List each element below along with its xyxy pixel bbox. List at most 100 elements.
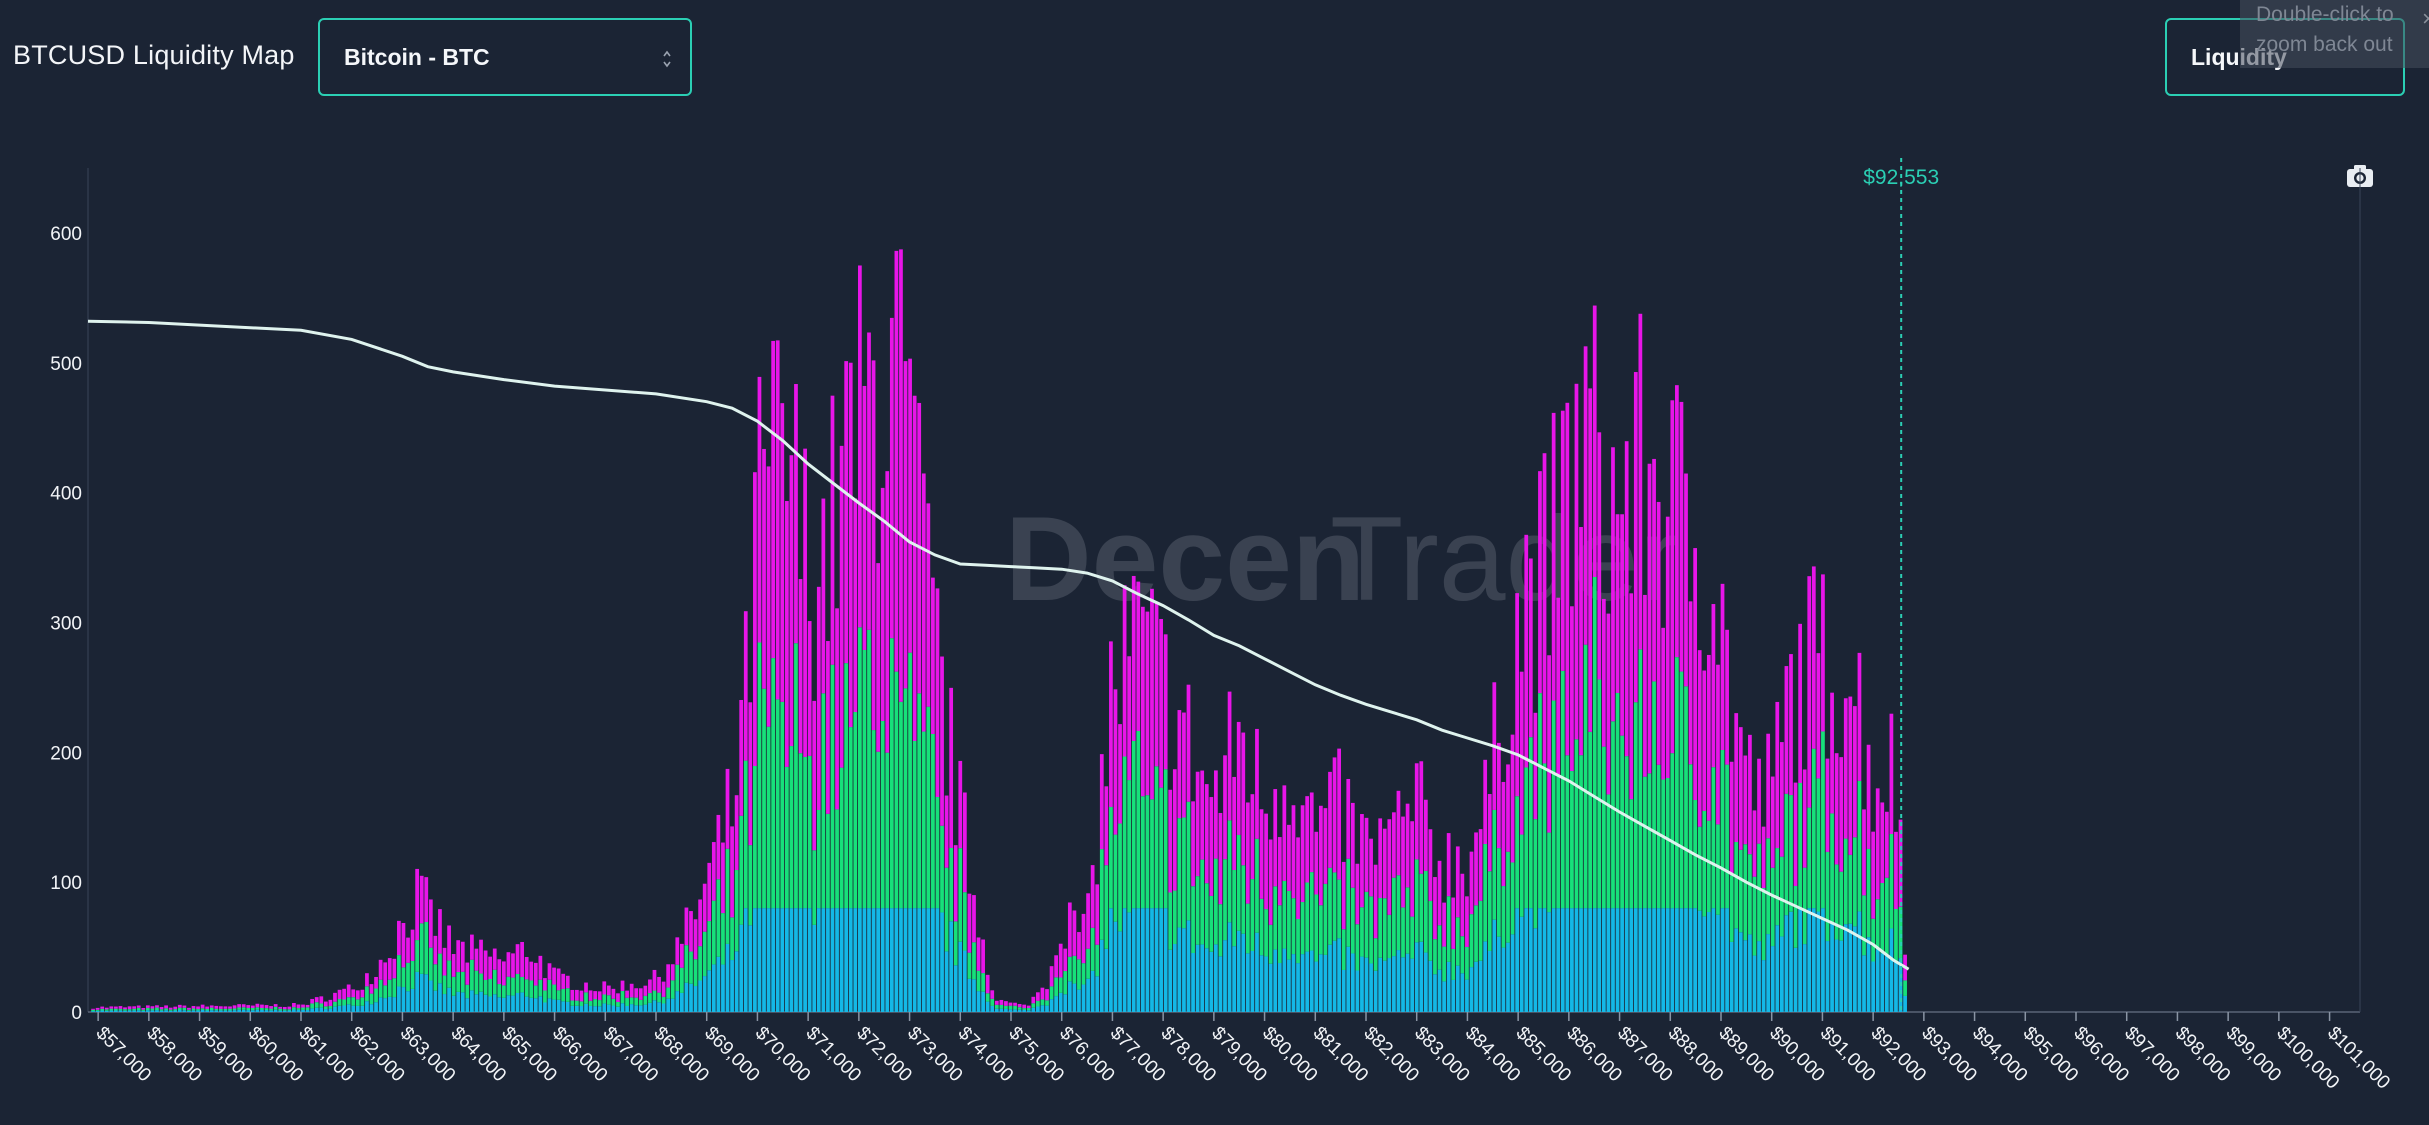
bar-magenta bbox=[355, 990, 360, 1000]
x-tick-label: $77,000 bbox=[1106, 1023, 1169, 1086]
bar-cyan bbox=[219, 1010, 223, 1012]
bar-magenta bbox=[1022, 1004, 1027, 1009]
bar-green bbox=[374, 988, 378, 1003]
bar-magenta bbox=[1236, 721, 1241, 835]
bar-magenta bbox=[1122, 585, 1127, 757]
bar-magenta bbox=[1528, 558, 1533, 738]
close-icon[interactable]: × bbox=[2422, 6, 2429, 31]
bar-cyan bbox=[264, 1010, 269, 1012]
x-tick-label: $66,000 bbox=[548, 1023, 611, 1086]
bar-magenta bbox=[1026, 1005, 1031, 1008]
bar-green bbox=[319, 1003, 324, 1008]
bar-magenta bbox=[1364, 817, 1369, 892]
bar-cyan bbox=[150, 1010, 155, 1012]
bar-cyan bbox=[392, 997, 397, 1012]
bar-green bbox=[1177, 818, 1182, 928]
bar-magenta bbox=[1565, 402, 1570, 756]
bar-green bbox=[1547, 832, 1551, 913]
bar-cyan bbox=[711, 964, 716, 1012]
bar-magenta bbox=[967, 893, 972, 953]
bar-cyan bbox=[1460, 973, 1465, 1012]
bar-green bbox=[1853, 837, 1857, 927]
bar-cyan bbox=[666, 998, 671, 1012]
bar-cyan bbox=[1752, 955, 1757, 1012]
bar-cyan bbox=[1168, 949, 1173, 1012]
bar-green bbox=[529, 980, 534, 998]
bar-cyan bbox=[693, 986, 698, 1012]
bar-green bbox=[1460, 936, 1465, 974]
bar-cyan bbox=[214, 1010, 219, 1012]
bar-magenta bbox=[1474, 832, 1478, 906]
bar-magenta bbox=[392, 958, 397, 979]
bar-cyan bbox=[1583, 908, 1588, 1012]
bar-cyan bbox=[1866, 937, 1871, 1012]
bar-magenta bbox=[187, 1007, 191, 1010]
bar-cyan bbox=[606, 1004, 611, 1012]
coin-select-label: Bitcoin - BTC bbox=[344, 44, 490, 70]
bar-magenta bbox=[1547, 655, 1551, 833]
bar-cyan bbox=[104, 1010, 109, 1012]
bar-green bbox=[287, 1009, 292, 1011]
bar-cyan bbox=[1195, 944, 1200, 1012]
bar-green bbox=[1757, 843, 1761, 942]
bar-magenta bbox=[428, 899, 433, 948]
bar-magenta bbox=[1200, 770, 1205, 860]
bar-magenta bbox=[360, 989, 365, 998]
bar-magenta bbox=[1743, 755, 1748, 845]
bar-cyan bbox=[1437, 969, 1442, 1012]
bar-cyan bbox=[187, 1010, 191, 1012]
bar-magenta bbox=[1136, 581, 1141, 731]
x-tick-label: $64,000 bbox=[447, 1023, 510, 1086]
bar-cyan bbox=[798, 908, 803, 1012]
bar-magenta bbox=[1355, 863, 1360, 925]
bar-magenta bbox=[228, 1006, 232, 1009]
bar-cyan bbox=[1378, 957, 1383, 1012]
coin-select[interactable]: Bitcoin - BTC bbox=[318, 18, 692, 96]
bar-green bbox=[1049, 986, 1054, 1000]
bar-magenta bbox=[981, 939, 985, 974]
bar-magenta bbox=[1524, 534, 1529, 768]
x-tick-label: $70,000 bbox=[751, 1023, 814, 1086]
bar-magenta bbox=[958, 760, 963, 849]
bar-green bbox=[990, 998, 995, 1006]
bar-cyan bbox=[497, 997, 502, 1012]
bar-green bbox=[465, 984, 470, 999]
bar-cyan bbox=[164, 1010, 168, 1012]
bar-magenta bbox=[1419, 761, 1424, 874]
bar-cyan bbox=[1245, 953, 1250, 1012]
bar-green bbox=[365, 986, 369, 1002]
bar-cyan bbox=[716, 956, 721, 1012]
bar-magenta bbox=[858, 265, 862, 628]
bar-green bbox=[1373, 938, 1378, 971]
bar-magenta bbox=[1309, 792, 1314, 873]
bar-green bbox=[415, 940, 420, 972]
bar-cyan bbox=[255, 1009, 260, 1012]
bar-green bbox=[191, 1008, 196, 1011]
bar-cyan bbox=[123, 1010, 127, 1012]
bar-magenta bbox=[1720, 583, 1725, 751]
bar-magenta bbox=[1570, 606, 1574, 772]
bar-green bbox=[1300, 902, 1305, 955]
bar-magenta bbox=[1232, 776, 1237, 871]
bar-magenta bbox=[1031, 996, 1036, 1004]
bar-cyan bbox=[972, 979, 976, 1012]
bar-cyan bbox=[520, 992, 524, 1012]
bar-magenta bbox=[1725, 629, 1729, 765]
bar-green bbox=[1729, 875, 1734, 942]
bar-magenta bbox=[511, 953, 515, 978]
bar-magenta bbox=[1519, 671, 1524, 835]
bar-cyan bbox=[1510, 934, 1515, 1012]
bar-cyan bbox=[1004, 1008, 1008, 1012]
bar-magenta bbox=[1442, 902, 1446, 947]
bar-magenta bbox=[1401, 816, 1405, 908]
bar-cyan bbox=[908, 908, 912, 1012]
bar-magenta bbox=[1665, 516, 1670, 778]
bar-cyan bbox=[1204, 948, 1209, 1012]
bar-magenta bbox=[839, 445, 844, 768]
bar-green bbox=[187, 1009, 191, 1011]
bar-cyan bbox=[775, 908, 780, 1012]
bar-green bbox=[949, 847, 954, 922]
bar-magenta bbox=[1775, 701, 1780, 849]
bar-green bbox=[844, 663, 849, 909]
x-tick-label: $81,000 bbox=[1309, 1023, 1372, 1086]
